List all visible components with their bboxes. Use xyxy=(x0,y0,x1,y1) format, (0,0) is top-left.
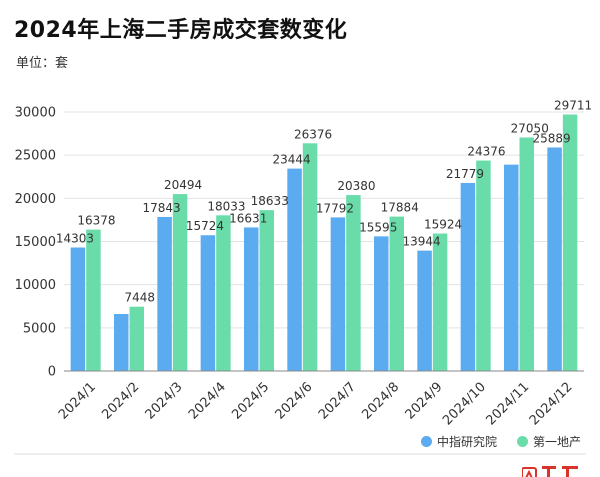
x-tick-label: 2024/4 xyxy=(186,380,229,423)
data-label: 16631 xyxy=(229,211,267,225)
data-label: 15724 xyxy=(186,219,224,233)
bar xyxy=(346,195,361,371)
data-label: 24376 xyxy=(467,145,505,159)
data-label: 21779 xyxy=(446,167,484,181)
data-label: 17792 xyxy=(316,201,354,215)
bar xyxy=(244,227,259,371)
bar xyxy=(460,182,476,371)
x-tick-label: 2024/10 xyxy=(440,380,489,429)
y-tick-label: 0 xyxy=(48,365,56,380)
unit-label: 单位：套 xyxy=(16,56,69,71)
legend-label: 第一地产 xyxy=(533,435,582,449)
x-tick-label: 2024/8 xyxy=(359,380,402,423)
data-label: 26376 xyxy=(294,127,332,141)
bar xyxy=(287,168,302,371)
bar xyxy=(114,314,129,371)
x-tick-label: 2024/9 xyxy=(403,380,446,423)
bar xyxy=(547,147,562,371)
data-label: 20494 xyxy=(164,178,202,192)
x-tick-label: 2024/5 xyxy=(229,380,272,423)
bar xyxy=(302,143,318,371)
data-label: 16378 xyxy=(77,214,115,228)
x-tick-label: 2024/12 xyxy=(527,380,576,429)
bar xyxy=(504,164,519,371)
data-label: 7448 xyxy=(124,291,155,305)
brand-logo xyxy=(522,466,582,477)
y-tick-label: 20000 xyxy=(15,192,56,207)
x-tick-label: 2024/6 xyxy=(273,380,316,423)
x-tick-label: 2024/3 xyxy=(143,380,186,423)
bar xyxy=(374,236,389,371)
y-tick-label: 15000 xyxy=(15,235,56,250)
bar xyxy=(432,233,448,371)
data-label: 20380 xyxy=(337,179,375,193)
data-label: 18033 xyxy=(207,199,245,213)
bar xyxy=(259,210,274,371)
bar xyxy=(129,306,144,371)
legend-label: 中指研究院 xyxy=(437,435,498,449)
x-tick-label: 2024/7 xyxy=(316,380,359,423)
y-tick-label: 30000 xyxy=(15,106,56,121)
chart-title: 2024年上海二手房成交套数变化 xyxy=(14,18,348,43)
bar xyxy=(330,217,346,371)
legend-swatch xyxy=(421,436,432,447)
bar xyxy=(417,250,432,371)
x-tick-label: 2024/1 xyxy=(56,380,99,423)
data-label: 17884 xyxy=(381,201,419,215)
bar xyxy=(519,137,534,371)
bar xyxy=(86,229,101,371)
legend-swatch xyxy=(517,436,528,447)
bar xyxy=(389,216,404,371)
data-label: 14303 xyxy=(56,232,94,246)
legend-item-series-1: 中指研究院 xyxy=(421,433,497,450)
y-tick-label: 10000 xyxy=(15,278,56,293)
data-label: 18633 xyxy=(251,194,289,208)
bar xyxy=(157,216,172,371)
data-label: 25889 xyxy=(532,131,570,145)
data-label: 27050 xyxy=(511,121,549,135)
data-label: 17843 xyxy=(142,201,180,215)
bar xyxy=(200,235,216,371)
bar xyxy=(562,114,578,372)
y-tick-label: 25000 xyxy=(15,149,56,164)
bar xyxy=(172,194,188,371)
data-label: 13944 xyxy=(402,235,440,249)
data-label: 29711 xyxy=(554,98,592,112)
y-tick-label: 5000 xyxy=(23,321,56,336)
data-label: 15924 xyxy=(424,218,462,232)
bar xyxy=(216,215,231,371)
legend-item-series-2: 第一地产 xyxy=(517,433,581,450)
bar xyxy=(70,247,86,371)
data-label: 23444 xyxy=(272,153,310,167)
data-label: 15595 xyxy=(359,220,397,234)
x-tick-label: 2024/2 xyxy=(99,380,142,423)
x-tick-label: 2024/11 xyxy=(483,380,532,429)
bar xyxy=(476,160,491,371)
